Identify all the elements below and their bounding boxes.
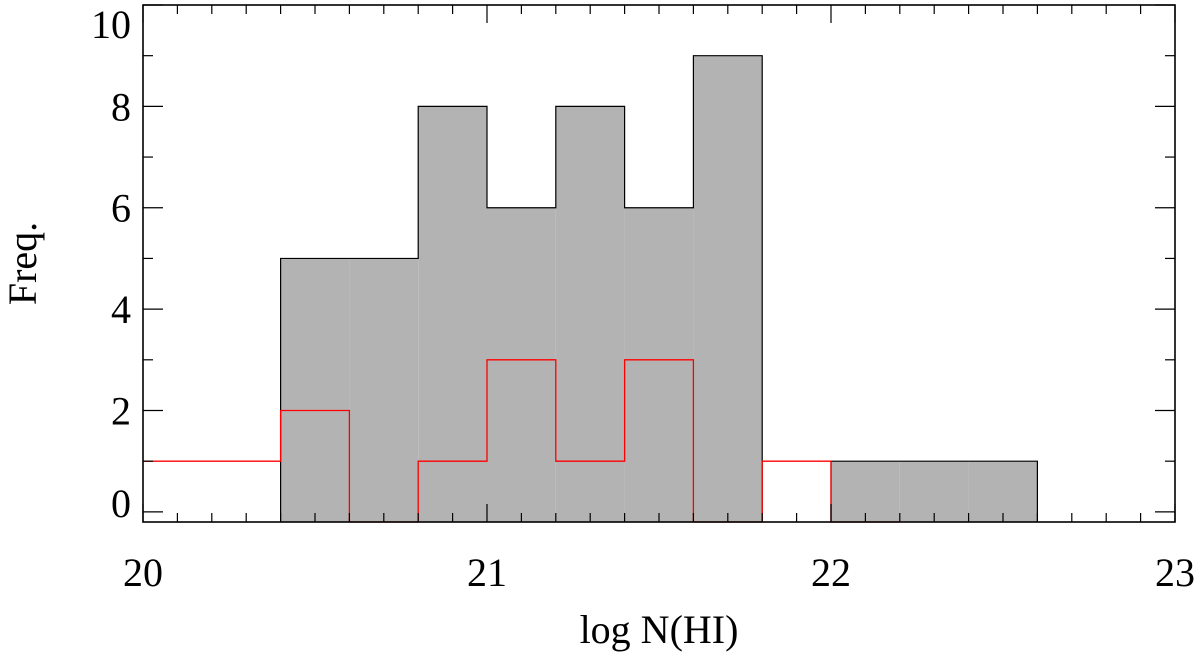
x-tick-label: 23 — [1155, 550, 1195, 595]
plot-area — [143, 55, 1038, 523]
y-tick-label: 0 — [111, 481, 131, 526]
y-tick-label: 8 — [111, 84, 131, 129]
histogram-bar-3 — [487, 207, 556, 522]
histogram-bar-8 — [831, 461, 900, 522]
histogram-bar-5 — [624, 207, 694, 522]
histogram-bar-1 — [349, 258, 419, 522]
histogram-bar-4 — [555, 106, 625, 522]
x-tick-label: 20 — [123, 550, 163, 595]
histogram-bar-10 — [968, 461, 1038, 522]
histogram-bar-6 — [693, 55, 763, 522]
y-tick-label: 2 — [111, 388, 131, 433]
plot-frame — [142, 4, 1176, 523]
axis-tick-labels: 20 21 22 23 0 2 4 6 8 10 — [91, 2, 1195, 595]
x-axis-label: log N(HI) — [580, 607, 739, 652]
y-tick-label: 6 — [111, 186, 131, 231]
axis-ticks — [142, 4, 1176, 522]
red-step-outline — [143, 359, 900, 523]
histogram-bar-9 — [899, 461, 969, 522]
histogram-bar-0 — [280, 258, 350, 522]
x-tick-label: 22 — [811, 550, 851, 595]
histogram-bar-2 — [418, 106, 487, 522]
y-tick-label: 4 — [111, 287, 131, 332]
x-tick-label: 21 — [467, 550, 507, 595]
y-tick-label: 10 — [91, 2, 131, 47]
histogram-outline-0 — [280, 55, 763, 522]
y-axis-label: Freq. — [0, 222, 45, 305]
